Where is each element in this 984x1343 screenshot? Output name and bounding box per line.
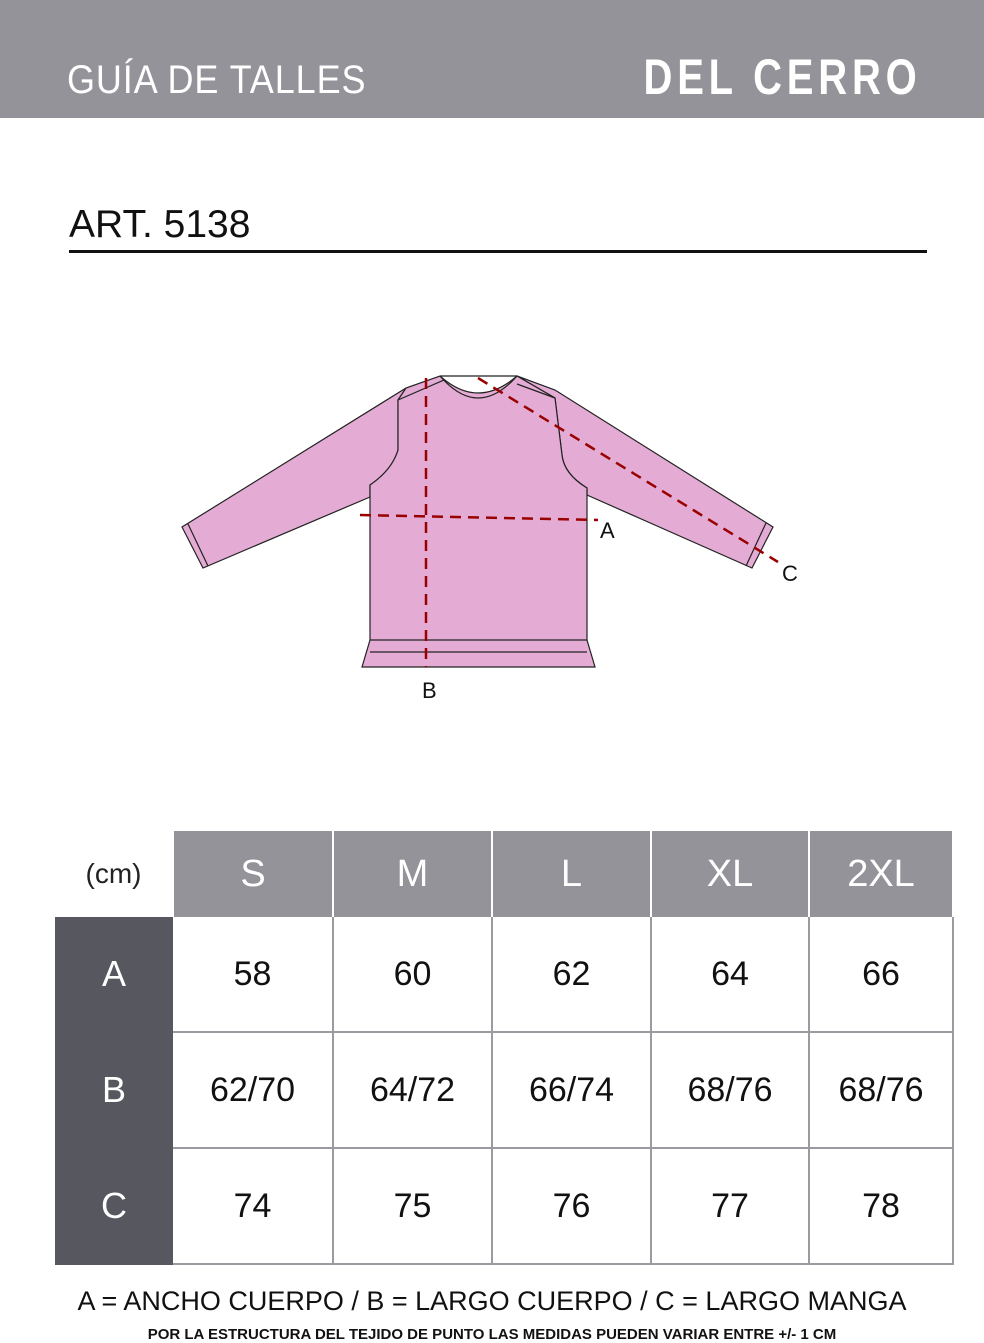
sweater-illustration (181, 375, 774, 668)
neckline (439, 375, 518, 399)
table-cell: 68/76 (651, 1032, 810, 1149)
table-cell: 62 (492, 917, 652, 1033)
tolerance-note: POR LA ESTRUCTURA DEL TEJIDO DE PUNTO LA… (147, 1326, 837, 1343)
table-cell: 66/74 (492, 1032, 652, 1149)
cuff-lines (187, 522, 767, 567)
page-title: GUÍA DE TALLES (67, 58, 367, 102)
article-number: ART. 5138 (69, 203, 251, 246)
table-row: B 62/70 64/72 66/74 68/76 68/76 (55, 1032, 954, 1149)
size-header: M (333, 831, 493, 917)
brand-logo: DEL CERRO (643, 49, 922, 105)
hem-band (370, 639, 587, 653)
table-cell: 62/70 (173, 1032, 334, 1149)
label-a: A (600, 518, 615, 543)
table-row: C 74 75 76 77 78 (55, 1148, 954, 1265)
table-row: A 58 60 62 64 66 (55, 917, 954, 1033)
row-label: A (55, 917, 173, 1033)
measure-line-c (477, 376, 779, 564)
table-cell: 58 (173, 917, 334, 1033)
table-cell: 77 (651, 1148, 810, 1265)
table-cell: 74 (173, 1148, 334, 1265)
sweater-diagram: A B C (181, 375, 798, 703)
size-header: XL (651, 831, 810, 917)
size-header: L (492, 831, 652, 917)
size-table: (cm) S M L XL 2XL A 58 60 62 64 66 B 62/… (55, 831, 954, 1265)
size-header-row: (cm) S M L XL 2XL (55, 831, 954, 917)
label-b: B (422, 678, 437, 703)
table-cell: 66 (809, 917, 954, 1033)
table-cell: 68/76 (809, 1032, 954, 1149)
size-header: S (173, 831, 334, 917)
row-label: B (55, 1032, 173, 1149)
table-cell: 64 (651, 917, 810, 1033)
unit-label: (cm) (55, 831, 174, 917)
header-bar: GUÍA DE TALLES DEL CERRO (0, 0, 984, 118)
measurement-legend: A = ANCHO CUERPO / B = LARGO CUERPO / C … (77, 1286, 907, 1316)
measure-line-a (359, 513, 599, 522)
table-cell: 75 (333, 1148, 493, 1265)
table-cell: 76 (492, 1148, 652, 1265)
label-c: C (782, 561, 798, 586)
table-cell: 60 (333, 917, 493, 1033)
raglan-seams (397, 379, 556, 401)
size-header: 2XL (809, 831, 954, 917)
table-cell: 78 (809, 1148, 954, 1265)
divider (69, 250, 927, 253)
row-label: C (55, 1148, 173, 1265)
table-cell: 64/72 (333, 1032, 493, 1149)
body (361, 375, 596, 668)
